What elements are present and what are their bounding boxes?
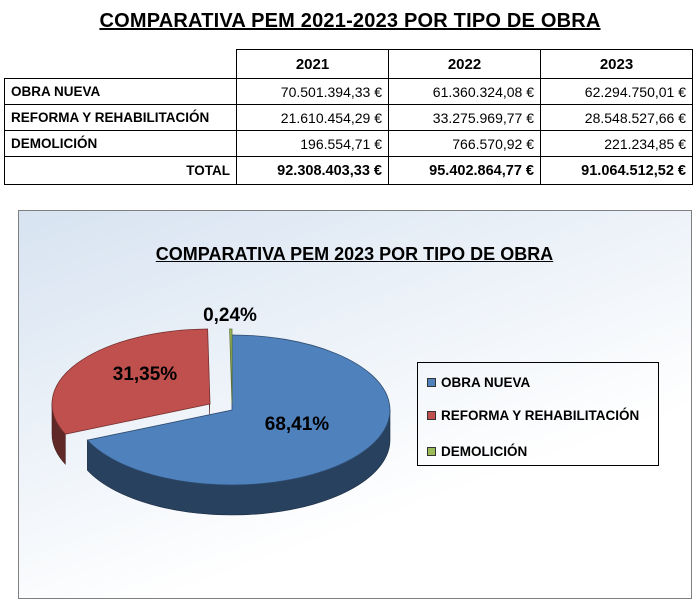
table-cell: 61.360.324,08 € [388, 78, 541, 105]
legend-swatch-obra-nueva [427, 377, 436, 387]
legend-label: DEMOLICIÓN [441, 443, 528, 459]
pie-slice-0 [86, 334, 391, 486]
pie-data-label: 31,35% [113, 364, 178, 385]
chart-legend: OBRA NUEVA REFORMA Y REHABILITACIÓN DEMO… [417, 362, 659, 466]
pie-slice-2 [229, 328, 233, 405]
pie-data-label: 68,41% [265, 414, 330, 435]
table-cell: 28.548.527,66 € [540, 104, 693, 131]
legend-label: REFORMA Y REHABILITACIÓN [441, 407, 640, 423]
legend-item-demolicion: DEMOLICIÓN [427, 442, 527, 460]
total-cell: 95.402.864,77 € [388, 156, 541, 185]
table-header-row: 2021 2022 2023 [4, 49, 693, 79]
legend-swatch-demolicion [427, 446, 436, 456]
legend-swatch-reforma [427, 410, 436, 420]
legend-item-obra-nueva: OBRA NUEVA [427, 373, 530, 391]
table-cell: 221.234,85 € [540, 130, 693, 157]
total-cell: 92.308.403,33 € [236, 156, 389, 185]
total-row: TOTAL 92.308.403,33 € 95.402.864,77 € 91… [4, 156, 693, 185]
row-label: OBRA NUEVA [4, 78, 237, 105]
chart-title: COMPARATIVA PEM 2023 POR TIPO DE OBRA [155, 244, 554, 264]
pem-table: 2021 2022 2023 OBRA NUEVA 70.501.394,33 … [4, 49, 693, 185]
table-cell: 21.610.454,29 € [236, 104, 389, 131]
total-cell: 91.064.512,52 € [540, 156, 693, 185]
pie-data-label: 0,24% [203, 305, 257, 326]
column-header-2022: 2022 [388, 49, 541, 79]
table-row: OBRA NUEVA 70.501.394,33 € 61.360.324,08… [4, 78, 693, 105]
legend-label: OBRA NUEVA [441, 374, 531, 390]
page-title: COMPARATIVA PEM 2021-2023 POR TIPO DE OB… [99, 10, 601, 32]
pie-slice-1 [51, 328, 211, 435]
table-cell: 196.554,71 € [236, 130, 389, 157]
total-label: TOTAL [4, 156, 237, 185]
table-cell: 62.294.750,01 € [540, 78, 693, 105]
row-label: REFORMA Y REHABILITACIÓN [4, 104, 237, 131]
legend-item-reforma: REFORMA Y REHABILITACIÓN [427, 406, 639, 424]
